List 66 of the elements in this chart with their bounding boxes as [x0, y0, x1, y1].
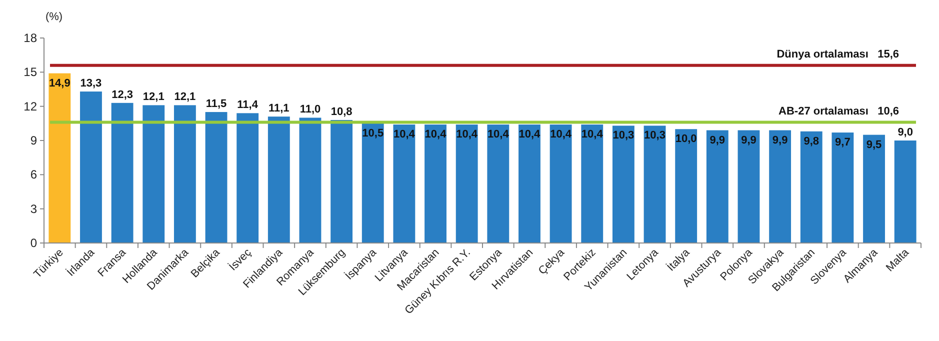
bar [299, 118, 322, 243]
y-tick-label: 18 [24, 31, 38, 45]
bar [393, 124, 416, 243]
bar [675, 129, 698, 243]
data-label: 9,9 [772, 134, 788, 146]
bar [424, 124, 446, 243]
bar [362, 123, 384, 243]
data-label: 10,4 [550, 128, 572, 141]
data-label: 10,3 [612, 130, 634, 142]
y-tick-label: 0 [30, 236, 38, 250]
y-tick-label: 15 [24, 65, 38, 80]
bar [236, 113, 259, 243]
bar [581, 124, 604, 243]
bar [832, 132, 854, 243]
y-tick-label: 3 [30, 202, 38, 216]
data-label: 9,5 [866, 138, 882, 151]
y-tick-label: 12 [24, 99, 38, 114]
y-axis-title: (%) [45, 11, 63, 23]
bar [706, 130, 728, 243]
bar [518, 124, 540, 243]
bar [550, 124, 572, 243]
data-label: 12,1 [142, 91, 164, 104]
data-label: 12,3 [112, 88, 134, 101]
ref-line-label: AB-27 ortalaması 10,6 [778, 105, 899, 118]
data-label: 11,1 [268, 102, 290, 115]
bar [487, 124, 510, 243]
data-label: 13,3 [80, 78, 102, 90]
bar [644, 126, 666, 243]
data-label: 10,4 [487, 128, 510, 141]
bar [268, 116, 290, 243]
data-label: 9,8 [804, 135, 820, 148]
data-label: 10,4 [393, 128, 416, 141]
data-label: 9,9 [741, 134, 756, 146]
data-label: 10,8 [330, 106, 352, 118]
data-label: 10,3 [644, 130, 666, 142]
bar [80, 92, 102, 243]
bar [142, 105, 165, 243]
data-label: 14,9 [48, 77, 70, 90]
bar [111, 102, 134, 243]
bar [863, 134, 885, 243]
bar [456, 124, 478, 243]
bar [205, 112, 228, 243]
data-label: 10,4 [456, 128, 478, 141]
bar [738, 130, 760, 243]
ref-line-label: Dünya ortalaması 15,6 [776, 48, 899, 60]
data-label: 10,4 [424, 128, 448, 141]
data-label: 10,4 [581, 128, 604, 141]
bar [894, 140, 916, 243]
bar [174, 105, 196, 243]
bar [48, 73, 71, 243]
data-label: 10,0 [675, 133, 697, 146]
data-label: 9,7 [835, 136, 850, 149]
data-label: 11,5 [206, 98, 227, 110]
data-label: 11,0 [300, 104, 321, 116]
data-label: 9,9 [710, 134, 726, 146]
y-tick-label: 6 [30, 168, 38, 182]
y-tick-label: 9 [30, 134, 38, 148]
data-label: 9,0 [898, 126, 913, 138]
bar [330, 120, 353, 243]
data-label: 12,1 [174, 91, 196, 104]
data-label: 10,5 [362, 127, 384, 140]
data-label: 10,4 [518, 128, 542, 141]
data-label: 11,4 [237, 99, 259, 112]
bar [612, 126, 634, 243]
bar [800, 131, 822, 243]
bar [769, 130, 792, 243]
